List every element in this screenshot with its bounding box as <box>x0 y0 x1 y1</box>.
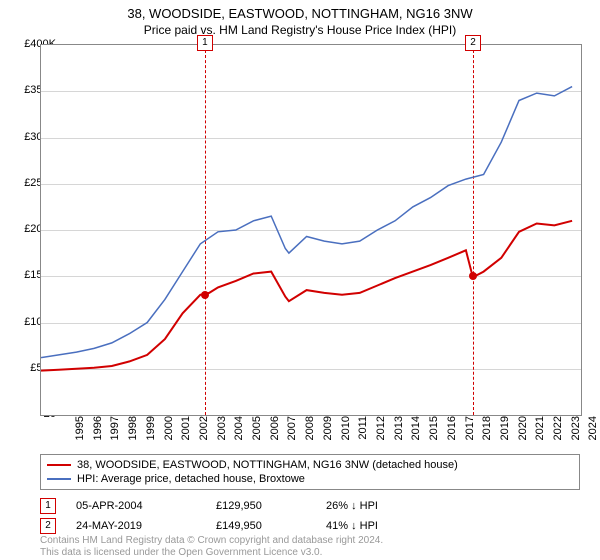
x-tick-label: 2013 <box>393 416 405 446</box>
x-tick-label: 2015 <box>428 416 440 446</box>
x-tick-label: 2010 <box>340 416 352 446</box>
footer-text: Contains HM Land Registry data © Crown c… <box>40 535 383 558</box>
x-tick-label: 2017 <box>464 416 476 446</box>
footer-line-1: Contains HM Land Registry data © Crown c… <box>40 535 383 547</box>
x-tick-label: 2024 <box>587 416 599 446</box>
series-line <box>41 221 572 371</box>
x-tick-label: 2006 <box>269 416 281 446</box>
marker-row: 2 24-MAY-2019 £149,950 41% ↓ HPI <box>40 516 580 536</box>
marker-price: £149,950 <box>216 520 306 532</box>
marker-pct: 26% ↓ HPI <box>326 500 378 512</box>
legend-label-1: 38, WOODSIDE, EASTWOOD, NOTTINGHAM, NG16… <box>77 459 458 471</box>
x-tick-label: 1998 <box>127 416 139 446</box>
x-tick-label: 1995 <box>74 416 86 446</box>
x-tick-label: 2023 <box>570 416 582 446</box>
marker-date: 05-APR-2004 <box>76 500 196 512</box>
footer-line-2: This data is licensed under the Open Gov… <box>40 547 383 559</box>
x-tick-label: 2004 <box>233 416 245 446</box>
x-tick-label: 2009 <box>322 416 334 446</box>
x-tick-label: 1997 <box>109 416 121 446</box>
marker-num-box: 2 <box>40 518 56 534</box>
legend: 38, WOODSIDE, EASTWOOD, NOTTINGHAM, NG16… <box>40 454 580 536</box>
marker-pct: 41% ↓ HPI <box>326 520 378 532</box>
x-tick-label: 2002 <box>198 416 210 446</box>
x-tick-label: 2021 <box>534 416 546 446</box>
marker-num-box: 1 <box>40 498 56 514</box>
x-tick-label: 2000 <box>163 416 175 446</box>
x-axis-labels: 1995 1996 1997 1998 1999 2000 2001 2002 2003 2004… <box>40 416 580 456</box>
x-tick-label: 2019 <box>499 416 511 446</box>
x-tick-label: 2012 <box>375 416 387 446</box>
chart-title: 38, WOODSIDE, EASTWOOD, NOTTINGHAM, NG16… <box>0 0 600 21</box>
sale-markers-table: 1 05-APR-2004 £129,950 26% ↓ HPI 2 24-MAY-201… <box>40 496 580 536</box>
x-tick-label: 2008 <box>304 416 316 446</box>
x-tick-label: 2018 <box>481 416 493 446</box>
x-tick-label: 2001 <box>180 416 192 446</box>
x-tick-label: 1996 <box>92 416 104 446</box>
marker-date: 24-MAY-2019 <box>76 520 196 532</box>
plot-area: 12 <box>40 44 582 416</box>
x-tick-label: 2011 <box>357 416 369 446</box>
legend-swatch-1 <box>47 464 71 466</box>
legend-box: 38, WOODSIDE, EASTWOOD, NOTTINGHAM, NG16… <box>40 454 580 490</box>
legend-swatch-2 <box>47 478 71 480</box>
x-tick-label: 2022 <box>552 416 564 446</box>
marker-price: £129,950 <box>216 500 306 512</box>
x-tick-label: 2020 <box>517 416 529 446</box>
x-tick-label: 2014 <box>410 416 422 446</box>
chart-container: 38, WOODSIDE, EASTWOOD, NOTTINGHAM, NG16… <box>0 0 600 560</box>
x-tick-label: 2003 <box>216 416 228 446</box>
legend-label-2: HPI: Average price, detached house, Brox… <box>77 473 305 485</box>
x-tick-label: 2007 <box>286 416 298 446</box>
series-line <box>41 87 572 358</box>
chart-subtitle: Price paid vs. HM Land Registry's House … <box>0 21 600 37</box>
x-tick-label: 1999 <box>145 416 157 446</box>
marker-row: 1 05-APR-2004 £129,950 26% ↓ HPI <box>40 496 580 516</box>
x-tick-label: 2016 <box>446 416 458 446</box>
x-tick-label: 2005 <box>251 416 263 446</box>
